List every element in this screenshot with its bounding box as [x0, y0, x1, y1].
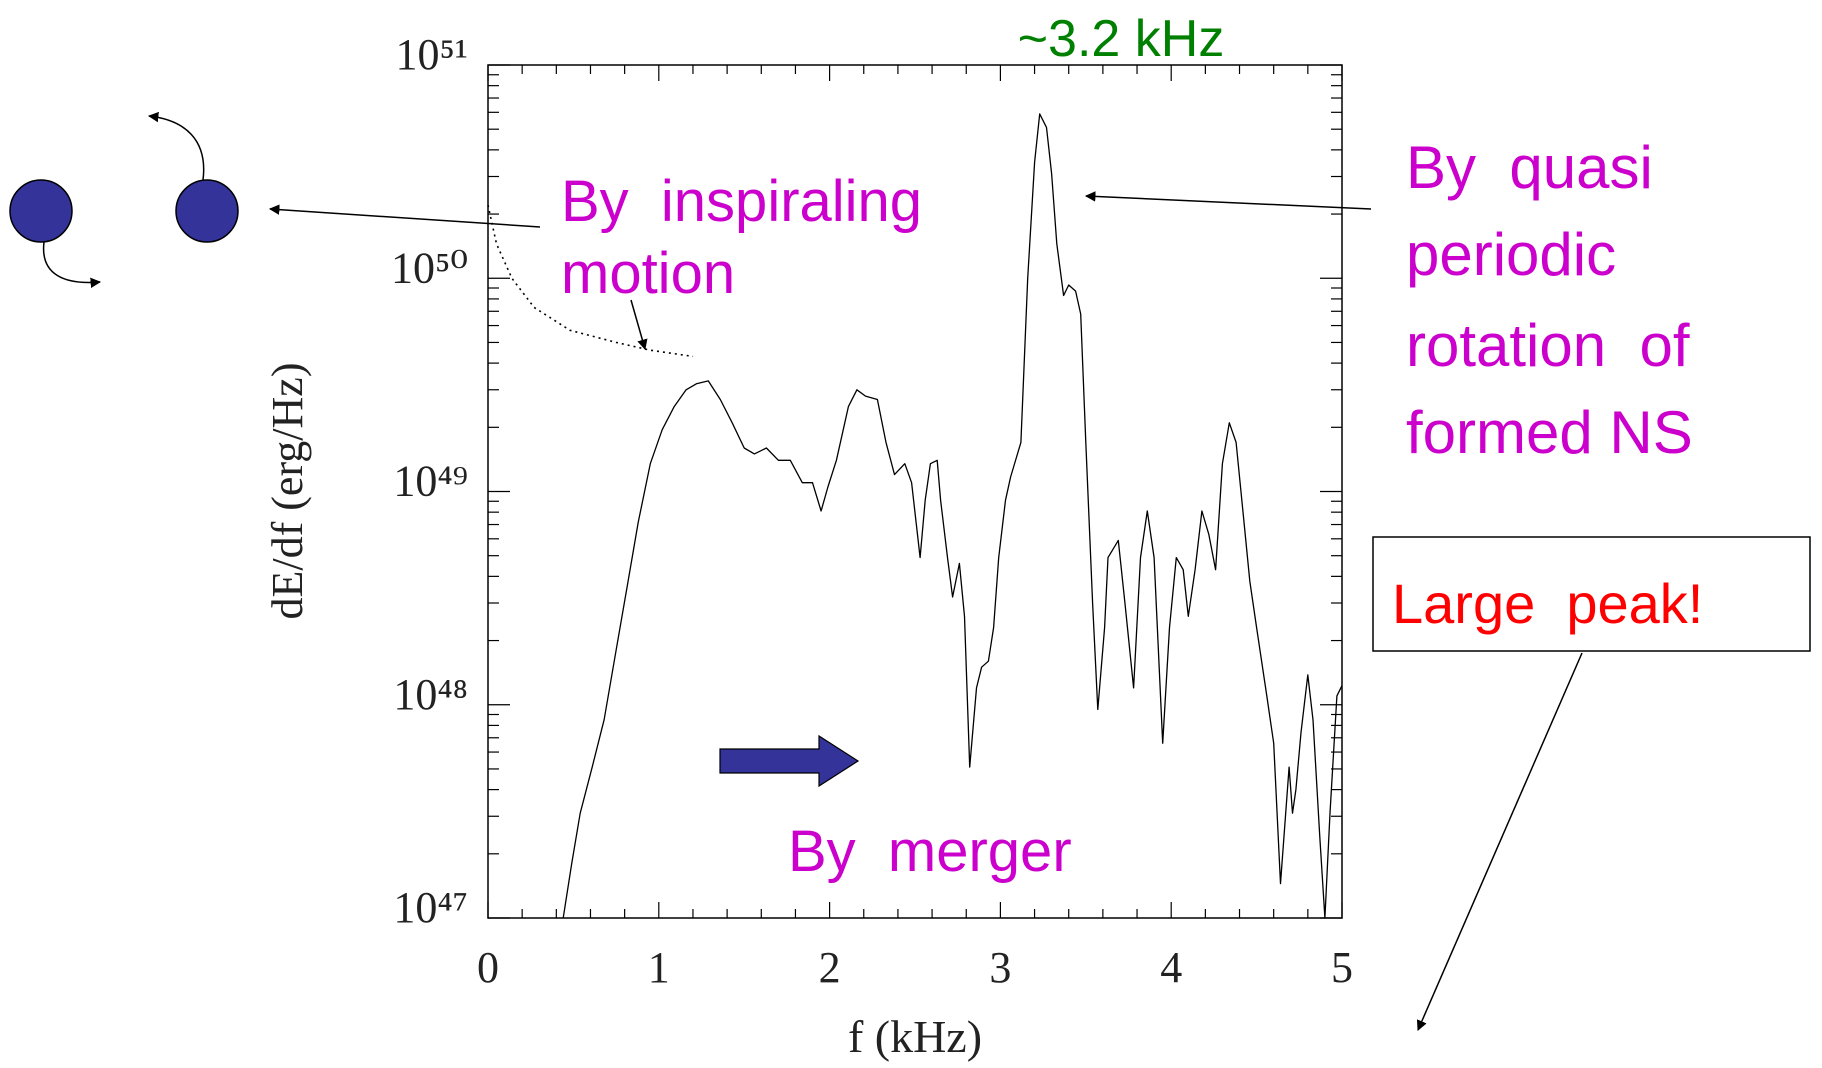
annotation: motion [561, 241, 735, 306]
annotation: ~3.2 kHz [1018, 10, 1225, 68]
y-tick-label: 10⁴⁷ [393, 883, 468, 932]
series-line [562, 113, 1343, 919]
annotation: By inspiraling [561, 169, 922, 234]
x-tick-label: 3 [989, 943, 1011, 992]
x-tick-label: 0 [477, 943, 499, 992]
x-tick-label: 1 [648, 943, 670, 992]
annotation: formed NS [1406, 399, 1693, 466]
annotation: periodic [1406, 221, 1616, 288]
pointer-arrow [268, 204, 541, 228]
y-tick-label: 10⁴⁸ [393, 670, 468, 719]
pointer-arrow [1416, 652, 1583, 1031]
annotation: By merger [788, 819, 1072, 884]
callout-box [1372, 536, 1811, 652]
y-tick-label: 10⁵¹ [395, 30, 468, 79]
y-tick-label: 10⁴⁹ [393, 457, 468, 506]
x-tick-label: 5 [1331, 943, 1353, 992]
pointer-arrow [1084, 191, 1372, 210]
y-axis-label: dE/df (erg/Hz) [263, 363, 312, 620]
x-tick-label: 2 [819, 943, 841, 992]
merger-arrow [719, 734, 860, 788]
orbit-arrow [147, 111, 205, 181]
y-tick-label: 10⁵⁰ [391, 243, 468, 292]
orbit-arrow [42, 241, 102, 289]
star [9, 179, 73, 243]
pointer-arrow [630, 299, 648, 351]
star [175, 179, 239, 243]
x-tick-label: 4 [1160, 943, 1182, 992]
annotation: rotation of [1406, 312, 1690, 379]
annotation: By quasi [1406, 134, 1653, 201]
x-axis-label: f (kHz) [848, 1011, 982, 1062]
annotation: Large peak! [1392, 572, 1703, 635]
